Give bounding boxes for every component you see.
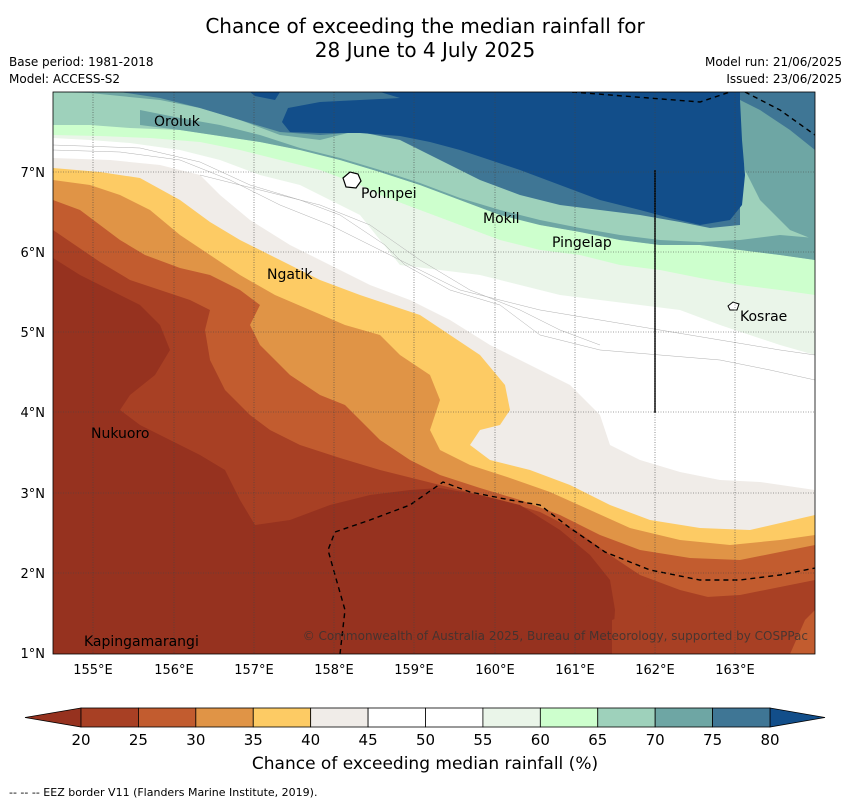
place-ngatik: Ngatik	[267, 267, 313, 283]
lat-tick-label: 6°N	[21, 246, 46, 261]
lat-tick-label: 7°N	[21, 166, 46, 181]
issued-date: Issued: 23/06/2025	[726, 72, 842, 86]
lon-tick-label: 155°E	[73, 663, 113, 678]
kosrae-island	[727, 301, 740, 311]
colorbar-tick-label: 75	[703, 731, 722, 749]
colorbar-segment	[425, 707, 484, 728]
latitude-axis: 7°N 6°N 5°N 4°N 3°N 2°N 1°N	[21, 166, 46, 662]
lon-tick-label: 160°E	[475, 663, 515, 678]
colorbar-segment	[367, 707, 426, 728]
eez-border	[327, 92, 815, 654]
base-period: Base period: 1981-2018	[9, 55, 154, 69]
lon-tick-label: 157°E	[234, 663, 274, 678]
title-line-2: 28 June to 4 July 2025	[314, 38, 536, 62]
colorbar-tick-label: 50	[416, 731, 435, 749]
colorbar: 20 25 30 35 40 45 50 55 60 65 70 75 80	[24, 707, 826, 749]
colorbar-segment	[712, 707, 771, 728]
eez-legend-note: -- -- -- EEZ border V11 (Flanders Marine…	[9, 786, 318, 799]
colorbar-tick-label: 60	[531, 731, 550, 749]
place-pingelap: Pingelap	[552, 235, 612, 251]
colorbar-segment	[252, 707, 312, 728]
gridlines	[53, 92, 815, 654]
place-oroluk: Oroluk	[154, 114, 201, 130]
contour-lines	[53, 144, 815, 381]
place-kapingamarangi: Kapingamarangi	[84, 634, 199, 650]
longitude-axis: 155°E 156°E 157°E 158°E 159°E 160°E 161°E 162°E…	[73, 663, 755, 678]
colorbar-tick-label: 25	[129, 731, 148, 749]
place-nukuoro: Nukuoro	[91, 426, 149, 442]
model-run: Model run: 21/06/2025	[704, 55, 842, 69]
colorbar-tick-label: 40	[301, 731, 320, 749]
pohnpei-island	[342, 171, 362, 189]
colorbar-tick-label: 70	[646, 731, 665, 749]
colorbar-segment	[310, 707, 369, 728]
contour-field	[53, 92, 815, 654]
meta-right: Model run: 21/06/2025 Issued: 23/06/2025	[705, 54, 842, 88]
lon-tick-label: 163°E	[715, 663, 755, 678]
colorbar-over-arrow	[769, 707, 826, 728]
place-labels: Oroluk Pohnpei Mokil Pingelap Ngatik Kos…	[84, 114, 787, 650]
lat-tick-label: 2°N	[21, 567, 46, 582]
colorbar-tick-label: 45	[359, 731, 378, 749]
colorbar-segment	[138, 707, 197, 728]
meta-left: Base period: 1981-2018 Model: ACCESS-S2	[9, 54, 154, 88]
copyright-note: © Commonwealth of Australia 2025, Bureau…	[303, 629, 808, 643]
place-mokil: Mokil	[483, 211, 520, 227]
lat-tick-label: 4°N	[21, 406, 46, 421]
colorbar-tick-label: 55	[473, 731, 492, 749]
lat-tick-label: 5°N	[21, 326, 46, 341]
band-25-30-corner	[790, 610, 815, 654]
place-pohnpei: Pohnpei	[361, 186, 417, 202]
colorbar-segment	[482, 707, 541, 728]
place-kosrae: Kosrae	[740, 309, 787, 325]
lon-tick-label: 162°E	[635, 663, 675, 678]
title-line-1: Chance of exceeding the median rainfall …	[205, 14, 645, 38]
band-80-plus	[250, 92, 745, 225]
lat-tick-label: 3°N	[21, 487, 46, 502]
band-below-20	[53, 258, 615, 654]
colorbar-tick-label: 80	[760, 731, 779, 749]
colorbar-tick-label: 65	[588, 731, 607, 749]
lon-tick-label: 159°E	[394, 663, 434, 678]
colorbar-tick-label: 35	[244, 731, 263, 749]
lon-tick-label: 156°E	[154, 663, 194, 678]
colorbar-segment	[654, 707, 713, 728]
colorbar-tick-label: 30	[186, 731, 205, 749]
model-name: Model: ACCESS-S2	[9, 72, 121, 86]
map-frame	[52, 91, 816, 655]
colorbar-label: Chance of exceeding median rainfall (%)	[251, 754, 599, 774]
lon-tick-label: 161°E	[555, 663, 595, 678]
colorbar-segment	[195, 707, 254, 728]
band-20-25-east	[612, 580, 815, 654]
colorbar-segment	[80, 707, 139, 728]
band-70-75-south	[140, 110, 815, 260]
lat-tick-label: 1°N	[21, 647, 46, 662]
lon-tick-label: 158°E	[314, 663, 354, 678]
colorbar-segment	[597, 707, 656, 728]
colorbar-tick-label: 20	[71, 731, 90, 749]
rainfall-map: Oroluk Pohnpei Mokil Pingelap Ngatik Kos…	[21, 91, 826, 749]
colorbar-segment	[539, 707, 599, 728]
colorbar-under-arrow	[24, 707, 82, 728]
